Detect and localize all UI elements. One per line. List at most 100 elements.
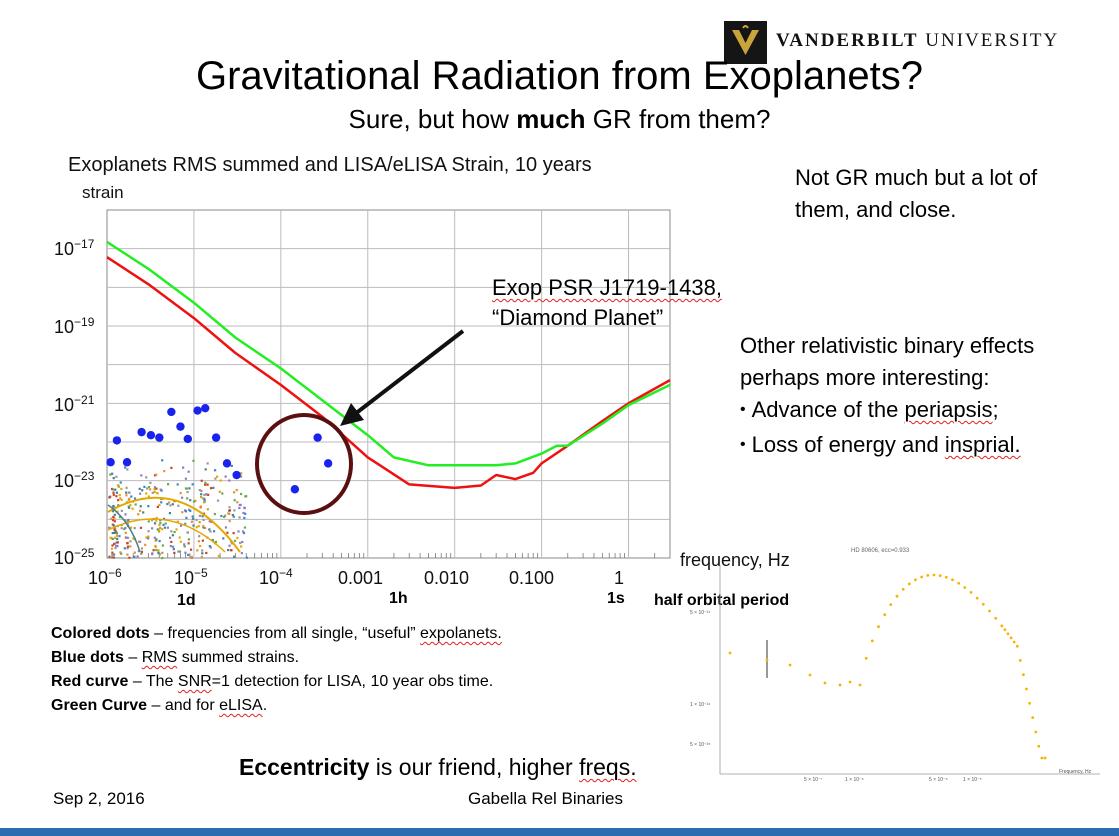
exoplanet-dot <box>170 540 173 543</box>
exoplanet-dot <box>125 486 128 489</box>
rms-dot <box>323 459 333 468</box>
exoplanet-dot <box>243 507 246 510</box>
inset-point <box>944 575 948 579</box>
exoplanet-dot <box>127 505 130 508</box>
exoplanet-dot <box>161 528 164 531</box>
exoplanet-dot <box>149 481 152 484</box>
inset-point <box>823 681 827 685</box>
period-caption: half orbital period <box>654 592 790 609</box>
exoplanet-dot <box>126 522 129 525</box>
exoplanet-dot <box>176 520 179 523</box>
exoplanet-dot <box>144 543 147 546</box>
exoplanet-dot <box>185 516 188 520</box>
eccentricity-note: Eccentricity is our friend, higher freqs… <box>239 754 637 780</box>
inset-point <box>951 578 954 582</box>
exoplanet-dot <box>202 525 205 528</box>
exoplanet-dot <box>214 477 217 480</box>
exoplanet-dot <box>141 489 144 492</box>
exoplanet-dot <box>214 540 218 544</box>
exoplanet-dot <box>116 541 119 544</box>
exoplanet-dot <box>186 497 189 500</box>
exoplanet-dot <box>203 501 206 504</box>
vanderbilt-logo-icon <box>724 21 767 64</box>
rms-dot <box>211 433 221 442</box>
exoplanet-dot <box>131 507 134 510</box>
exoplanet-dot <box>113 513 116 516</box>
exoplanet-dot <box>114 488 117 491</box>
exoplanet-dot <box>111 556 114 559</box>
exoplanet-dot <box>237 530 240 533</box>
x-tick: 10−6 <box>88 566 122 588</box>
exoplanet-dot <box>108 526 111 529</box>
note-not-gr-much: Not GR much but a lot of them, and close… <box>795 165 1038 222</box>
exoplanet-dot <box>201 552 204 555</box>
exoplanet-dot <box>113 531 116 535</box>
exoplanet-dot <box>147 520 150 523</box>
exoplanet-dot <box>153 490 156 494</box>
exoplanet-dot <box>151 552 154 556</box>
exoplanet-dot <box>243 526 247 529</box>
exoplanet-dot <box>200 555 203 559</box>
exoplanet-dot <box>140 474 143 477</box>
exoplanet-dot <box>184 487 188 490</box>
exoplanet-dot <box>220 514 223 518</box>
exoplanet-dot <box>173 530 176 534</box>
inset-point <box>1037 744 1041 748</box>
exoplanet-dot <box>139 540 142 543</box>
exoplanet-dot <box>115 491 119 494</box>
exoplanet-dot <box>112 493 115 496</box>
exoplanet-dot <box>158 539 161 543</box>
inset-x-tick: 1 × 10⁻⁵ <box>963 777 982 783</box>
exoplanet-dot <box>179 492 182 495</box>
exoplanet-dot <box>128 556 131 559</box>
exoplanet-dot <box>155 473 158 476</box>
inset-chart <box>719 565 1100 775</box>
legend-blue-dots: Blue dots – RMS summed strains. <box>51 649 300 666</box>
period-mark-1h: 1h <box>389 590 408 607</box>
exoplanet-dot <box>145 536 148 539</box>
exoplanet-dot <box>191 483 194 486</box>
exoplanet-dot <box>179 540 182 543</box>
exoplanet-dot <box>192 500 196 503</box>
exoplanet-dot <box>133 555 136 558</box>
exoplanet-dot <box>204 481 207 484</box>
inset-point <box>957 581 961 585</box>
exoplanet-dot <box>159 519 162 522</box>
exoplanet-dot <box>112 556 116 559</box>
exoplanet-dot <box>175 528 178 531</box>
inset-point <box>920 575 924 579</box>
exoplanet-dot <box>177 504 180 507</box>
diamond-planet-annotation: Exop PSR J1719-1438, “Diamond Planet” <box>492 275 722 330</box>
exoplanet-dot <box>154 545 157 548</box>
inset-point <box>1003 628 1007 632</box>
exoplanet-dot <box>161 556 164 560</box>
exoplanet-dot <box>206 508 209 511</box>
exoplanet-dot <box>184 509 187 512</box>
exoplanet-dot <box>232 532 235 535</box>
exoplanet-dot <box>201 539 204 542</box>
exoplanet-dot <box>212 530 216 533</box>
exoplanet-dot <box>209 487 213 490</box>
exoplanet-dot <box>116 532 119 535</box>
exoplanet-dot <box>197 540 200 543</box>
exoplanet-dot <box>127 498 130 502</box>
exoplanet-dot <box>155 548 158 552</box>
exoplanet-dot <box>124 466 127 469</box>
exoplanet-dot <box>198 535 201 538</box>
exoplanet-dot <box>156 492 159 495</box>
inset-point <box>1018 659 1022 662</box>
exoplanet-dot <box>187 538 191 541</box>
exoplanet-dot <box>159 526 162 530</box>
exoplanet-dot <box>239 475 243 478</box>
exoplanet-dot <box>166 526 169 529</box>
inset-point <box>932 573 936 577</box>
exoplanet-dot <box>137 550 140 553</box>
exoplanet-dot <box>111 510 115 513</box>
exoplanet-dot <box>182 466 185 469</box>
exoplanet-dot <box>111 553 114 557</box>
exoplanet-dot <box>156 505 159 509</box>
exoplanet-dot <box>153 486 157 489</box>
rms-dot <box>146 430 156 440</box>
inset-point <box>1025 687 1028 691</box>
exoplanet-dot <box>128 491 131 494</box>
